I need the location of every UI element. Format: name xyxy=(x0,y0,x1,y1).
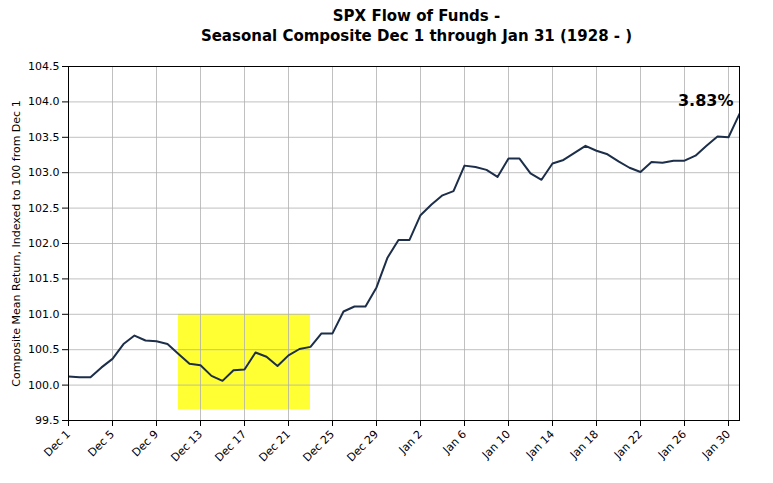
svg-text:104.0: 104.0 xyxy=(28,95,60,108)
svg-text:104.5: 104.5 xyxy=(28,60,60,73)
svg-text:Jan 26: Jan 26 xyxy=(655,428,689,462)
svg-text:102.0: 102.0 xyxy=(28,237,60,250)
svg-text:100.0: 100.0 xyxy=(28,379,60,392)
svg-text:102.5: 102.5 xyxy=(28,202,60,215)
svg-text:Jan 6: Jan 6 xyxy=(440,428,469,457)
svg-text:Jan 30: Jan 30 xyxy=(699,428,733,462)
svg-text:101.5: 101.5 xyxy=(28,272,60,285)
html-text:SPX Flow of Funds -: SPX Flow of Funds - xyxy=(332,7,501,25)
svg-text:Dec 9: Dec 9 xyxy=(129,428,161,460)
svg-text:3.83%: 3.83% xyxy=(678,91,734,110)
svg-text:99.5: 99.5 xyxy=(35,414,60,427)
svg-text:Jan 2: Jan 2 xyxy=(396,428,425,457)
html-text:Seasonal Composite Dec 1 throu: Seasonal Composite Dec 1 through Jan 31 … xyxy=(200,27,633,45)
svg-text:Dec 13: Dec 13 xyxy=(168,428,205,465)
svg-text:Dec 21: Dec 21 xyxy=(256,428,293,465)
svg-text:Jan 22: Jan 22 xyxy=(611,428,645,462)
svg-text:Dec 17: Dec 17 xyxy=(212,428,249,465)
svg-text:Composite Mean Return, Indexed: Composite Mean Return, Indexed to 100 fr… xyxy=(10,100,23,386)
svg-text:Jan 10: Jan 10 xyxy=(479,428,513,462)
svg-text:101.0: 101.0 xyxy=(28,308,60,321)
svg-text:100.5: 100.5 xyxy=(28,343,60,356)
svg-text:103.5: 103.5 xyxy=(28,131,60,144)
svg-text:103.0: 103.0 xyxy=(28,166,60,179)
svg-text:Dec 29: Dec 29 xyxy=(344,428,381,465)
svg-text:Dec 25: Dec 25 xyxy=(300,428,337,465)
svg-text:Jan 18: Jan 18 xyxy=(567,428,601,462)
svg-text:Dec 1: Dec 1 xyxy=(41,428,73,460)
svg-text:Jan 14: Jan 14 xyxy=(523,428,557,462)
svg-text:Dec 5: Dec 5 xyxy=(85,428,117,460)
